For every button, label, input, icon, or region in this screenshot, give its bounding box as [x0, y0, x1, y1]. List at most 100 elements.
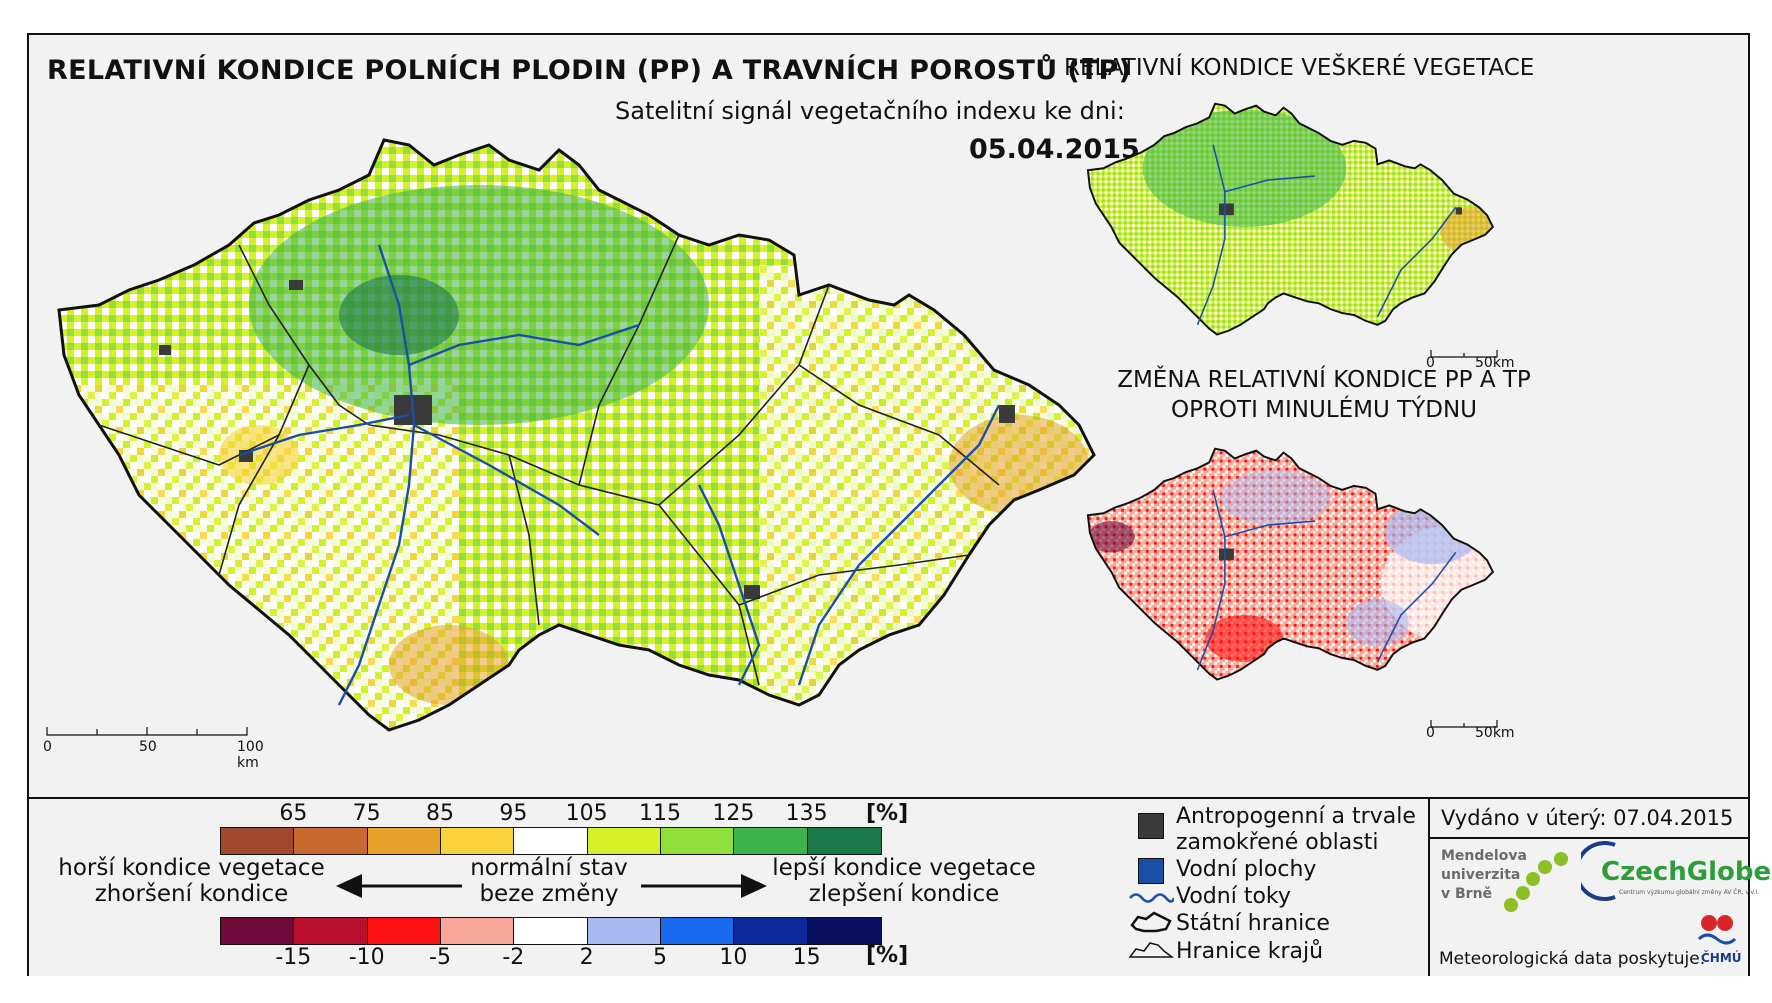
- condition-color-bar: [220, 827, 882, 855]
- condition-unit: [%]: [866, 801, 909, 826]
- worse-line1: horší kondice vegetace: [58, 855, 325, 881]
- normal-line1: normální stav: [470, 855, 628, 881]
- arrow-right-icon: [641, 874, 767, 898]
- change-swatch-8: [807, 918, 881, 944]
- change-tick-label: -5: [429, 945, 451, 970]
- change-tick-label: 10: [719, 945, 748, 970]
- side-bottom-title-line1: ZMĚNA RELATIVNÍ KONDICE PP A TP: [1117, 367, 1531, 393]
- worse-line2: zhoršení kondice: [94, 881, 289, 907]
- anthropo-line2: zamokřené oblasti: [1176, 830, 1379, 855]
- change-tick-label: -15: [275, 945, 312, 970]
- condition-tick-label: 135: [785, 801, 828, 826]
- condition-swatch-1: [294, 828, 368, 854]
- condition-tick-label: 95: [499, 801, 528, 826]
- side-bottom-map-svg: [1086, 447, 1494, 681]
- water-bodies-label: Vodní plochy: [1176, 857, 1317, 882]
- better-line1: lepší kondice vegetace: [772, 855, 1036, 881]
- chmu-label: ČHMÚ: [1701, 951, 1742, 965]
- change-color-bar: [220, 917, 882, 945]
- river-line-icon: [1129, 893, 1174, 903]
- main-date: 05.04.2015: [969, 134, 1140, 165]
- state-border-icon: [1130, 911, 1172, 933]
- change-swatch-2: [367, 918, 441, 944]
- condition-swatch-4: [514, 828, 588, 854]
- main-scale-bar: 0 50 100 km: [43, 725, 275, 771]
- normal-label: normální stav beze změny: [449, 855, 649, 907]
- side-bottom-title: ZMĚNA RELATIVNÍ KONDICE PP A TP OPROTI M…: [1089, 365, 1559, 425]
- condition-tick-label: 105: [565, 801, 608, 826]
- change-swatch-1: [294, 918, 368, 944]
- region-border-icon: [1128, 942, 1174, 958]
- side-top-map: [1069, 90, 1549, 360]
- condition-tick-label: 125: [712, 801, 755, 826]
- side-bottom-scale-50: 50km: [1475, 725, 1515, 741]
- czechglobe-logo: CzechGlobe: [1601, 857, 1772, 887]
- change-swatch-7: [734, 918, 808, 944]
- map-frame: RELATIVNÍ KONDICE POLNÍCH PLODIN (PP) A …: [27, 33, 1771, 976]
- main-scale-0: 0: [43, 739, 52, 755]
- side-bottom-scale-bar: 0 50km: [1426, 715, 1515, 741]
- main-scale-100: 100 km: [237, 739, 264, 771]
- change-swatch-0: [221, 918, 295, 944]
- rivers-label: Vodní toky: [1176, 884, 1291, 909]
- side-top-map-svg: [1086, 102, 1494, 336]
- change-tick-label: -2: [502, 945, 525, 970]
- main-subtitle: Satelitní signál vegetačního indexu ke d…: [615, 97, 1125, 125]
- anthropo-label: Antropogenní a trvale zamokřené oblasti: [1176, 804, 1416, 856]
- mendel-line1: Mendelova: [1441, 848, 1527, 864]
- condition-tick-label: 115: [639, 801, 681, 826]
- mendel-dots-icon: [1504, 852, 1568, 912]
- region-border-label: Hranice krajů: [1176, 939, 1324, 964]
- mendel-logo-text: Mendelova univerzita v Brně: [1441, 847, 1527, 904]
- change-tick-label: 5: [653, 945, 667, 970]
- better-label: lepší kondice vegetace zlepšení kondice: [764, 855, 1044, 907]
- condition-swatch-0: [221, 828, 295, 854]
- czechglobe-subtitle: Centrum výzkumu globální změny AV ČR, v.…: [1619, 889, 1760, 896]
- mendel-line3: v Brně: [1441, 886, 1493, 902]
- main-scale-50: 50: [139, 739, 157, 755]
- normal-line2: beze změny: [479, 881, 619, 907]
- arrow-left-icon: [336, 874, 462, 898]
- better-line2: zlepšení kondice: [808, 881, 1000, 907]
- side-top-scale-50: 50km: [1475, 355, 1515, 371]
- condition-tick-label: 85: [426, 801, 454, 826]
- state-border-label: Státní hranice: [1176, 911, 1330, 936]
- condition-swatch-8: [807, 828, 881, 854]
- anthropo-line1: Antropogenní a trvale: [1176, 804, 1416, 829]
- czechglobe-arc-icon: [1581, 841, 1616, 901]
- anthropo-swatch: [1138, 813, 1164, 839]
- condition-swatch-6: [660, 828, 735, 854]
- water-swatch: [1138, 858, 1164, 884]
- info-divider-h: [1428, 837, 1748, 839]
- change-unit: [%]: [866, 943, 909, 968]
- condition-swatch-7: [734, 828, 808, 854]
- main-map: [39, 105, 1209, 795]
- chmu-logo-icon: [1697, 915, 1737, 945]
- side-bottom-title-line2: OPROTI MINULÉMU TÝDNU: [1170, 397, 1478, 423]
- change-swatch-5: [587, 918, 661, 944]
- info-divider: [1428, 799, 1430, 976]
- main-title: RELATIVNÍ KONDICE POLNÍCH PLODIN (PP) A …: [47, 55, 1132, 86]
- side-top-scale-0: 0: [1426, 355, 1435, 371]
- condition-swatch-5: [587, 828, 661, 854]
- change-swatch-3: [440, 918, 515, 944]
- side-top-title: RELATIVNÍ KONDICE VEŠKERÉ VEGETACE: [1064, 55, 1535, 81]
- issued-date: Vydáno v úterý: 07.04.2015: [1441, 806, 1734, 830]
- change-tick-label: 15: [792, 945, 821, 970]
- main-map-svg: [57, 138, 1096, 732]
- side-bottom-map: [1069, 435, 1549, 705]
- meteo-provider-label: Meteorologická data poskytuje:: [1439, 949, 1706, 969]
- condition-swatch-2: [367, 828, 441, 854]
- change-tick-label: -10: [348, 945, 385, 970]
- side-bottom-scale-0: 0: [1426, 725, 1435, 741]
- change-swatch-6: [660, 918, 735, 944]
- change-swatch-4: [514, 918, 588, 944]
- condition-swatch-3: [440, 828, 515, 854]
- change-tick-label: 2: [579, 945, 594, 970]
- mendel-line2: univerzita: [1441, 867, 1521, 883]
- side-top-scale-bar: 0 50km: [1426, 345, 1515, 371]
- condition-tick-label: 75: [352, 801, 381, 826]
- main-scale-svg: [46, 727, 248, 736]
- condition-tick-label: 65: [279, 801, 308, 826]
- worse-label: horší kondice vegetace zhoršení kondice: [49, 855, 334, 907]
